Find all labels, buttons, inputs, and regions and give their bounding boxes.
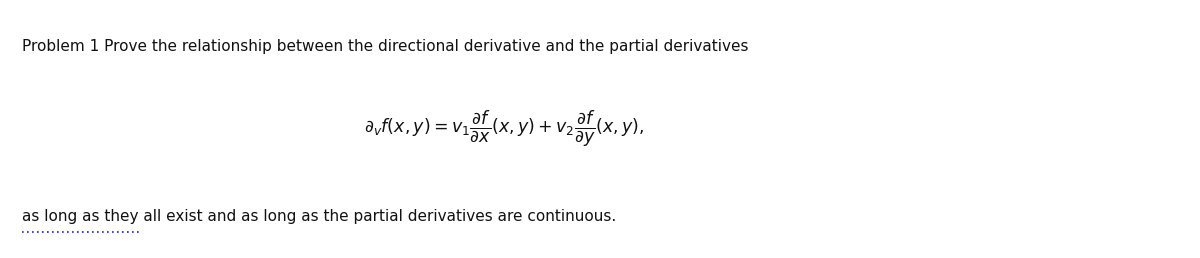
Text: Problem 1 Prove the relationship between the directional derivative and the part: Problem 1 Prove the relationship between… [22, 39, 748, 54]
Text: $\partial_v f(x,y) =v_1 \dfrac{\partial f}{\partial x}(x,y) + v_2 \dfrac{\partia: $\partial_v f(x,y) =v_1 \dfrac{\partial … [364, 109, 644, 149]
Text: as long as they all exist and as long as the partial derivatives are continuous.: as long as they all exist and as long as… [22, 209, 616, 224]
